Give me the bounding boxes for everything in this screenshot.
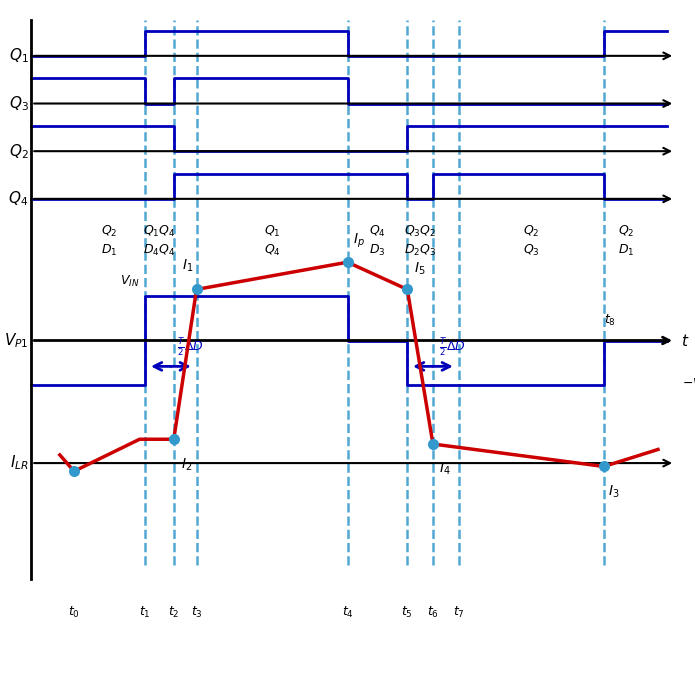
- Text: $Q_2$: $Q_2$: [619, 224, 635, 239]
- Text: $V_{P1}$: $V_{P1}$: [4, 331, 28, 350]
- Text: $I_4$: $I_4$: [439, 461, 450, 477]
- Text: $I_5$: $I_5$: [414, 261, 425, 277]
- Text: $I_{LR}$: $I_{LR}$: [10, 454, 28, 473]
- Text: $\frac{T}{2}\Delta D$: $\frac{T}{2}\Delta D$: [177, 336, 204, 358]
- Text: $t_0$: $t_0$: [68, 605, 80, 620]
- Text: $Q_1$: $Q_1$: [263, 224, 280, 239]
- Text: $V_{IN}$: $V_{IN}$: [120, 274, 140, 289]
- Text: $t_8$: $t_8$: [603, 313, 616, 328]
- Text: $Q_4$: $Q_4$: [369, 224, 386, 239]
- Text: $Q_4$: $Q_4$: [263, 243, 280, 258]
- Text: $t_2$: $t_2$: [168, 605, 179, 620]
- Text: $D_3$: $D_3$: [369, 243, 386, 258]
- Text: $Q_3Q_2$: $Q_3Q_2$: [404, 224, 436, 239]
- Text: $D_4Q_4$: $D_4Q_4$: [143, 243, 176, 258]
- Text: $-V_{IN}$: $-V_{IN}$: [682, 377, 695, 392]
- Text: $I_3$: $I_3$: [608, 484, 620, 500]
- Text: $D_1$: $D_1$: [619, 243, 635, 258]
- Text: $t_7$: $t_7$: [452, 605, 464, 620]
- Text: $D_2Q_3$: $D_2Q_3$: [404, 243, 436, 258]
- Text: $Q_3$: $Q_3$: [8, 94, 28, 113]
- Text: $I_1$: $I_1$: [182, 258, 194, 274]
- Text: $Q_2$: $Q_2$: [101, 224, 118, 239]
- Text: $Q_2$: $Q_2$: [9, 142, 28, 161]
- Text: $Q_2$: $Q_2$: [523, 224, 539, 239]
- Text: $D_1$: $D_1$: [101, 243, 118, 258]
- Text: $t_3$: $t_3$: [190, 605, 202, 620]
- Text: $t$: $t$: [681, 332, 689, 349]
- Text: $I_p$: $I_p$: [353, 232, 365, 250]
- Text: $I_2$: $I_2$: [181, 456, 192, 473]
- Text: $t_6$: $t_6$: [427, 605, 439, 620]
- Text: $Q_1Q_4$: $Q_1Q_4$: [143, 224, 176, 239]
- Text: $Q_1$: $Q_1$: [9, 46, 28, 65]
- Text: $Q_4$: $Q_4$: [8, 189, 28, 208]
- Text: $t_1$: $t_1$: [140, 605, 151, 620]
- Text: $Q_3$: $Q_3$: [523, 243, 539, 258]
- Text: $\frac{T}{2}\Delta D$: $\frac{T}{2}\Delta D$: [439, 336, 466, 358]
- Text: $t_5$: $t_5$: [402, 605, 414, 620]
- Text: $t_4$: $t_4$: [341, 605, 354, 620]
